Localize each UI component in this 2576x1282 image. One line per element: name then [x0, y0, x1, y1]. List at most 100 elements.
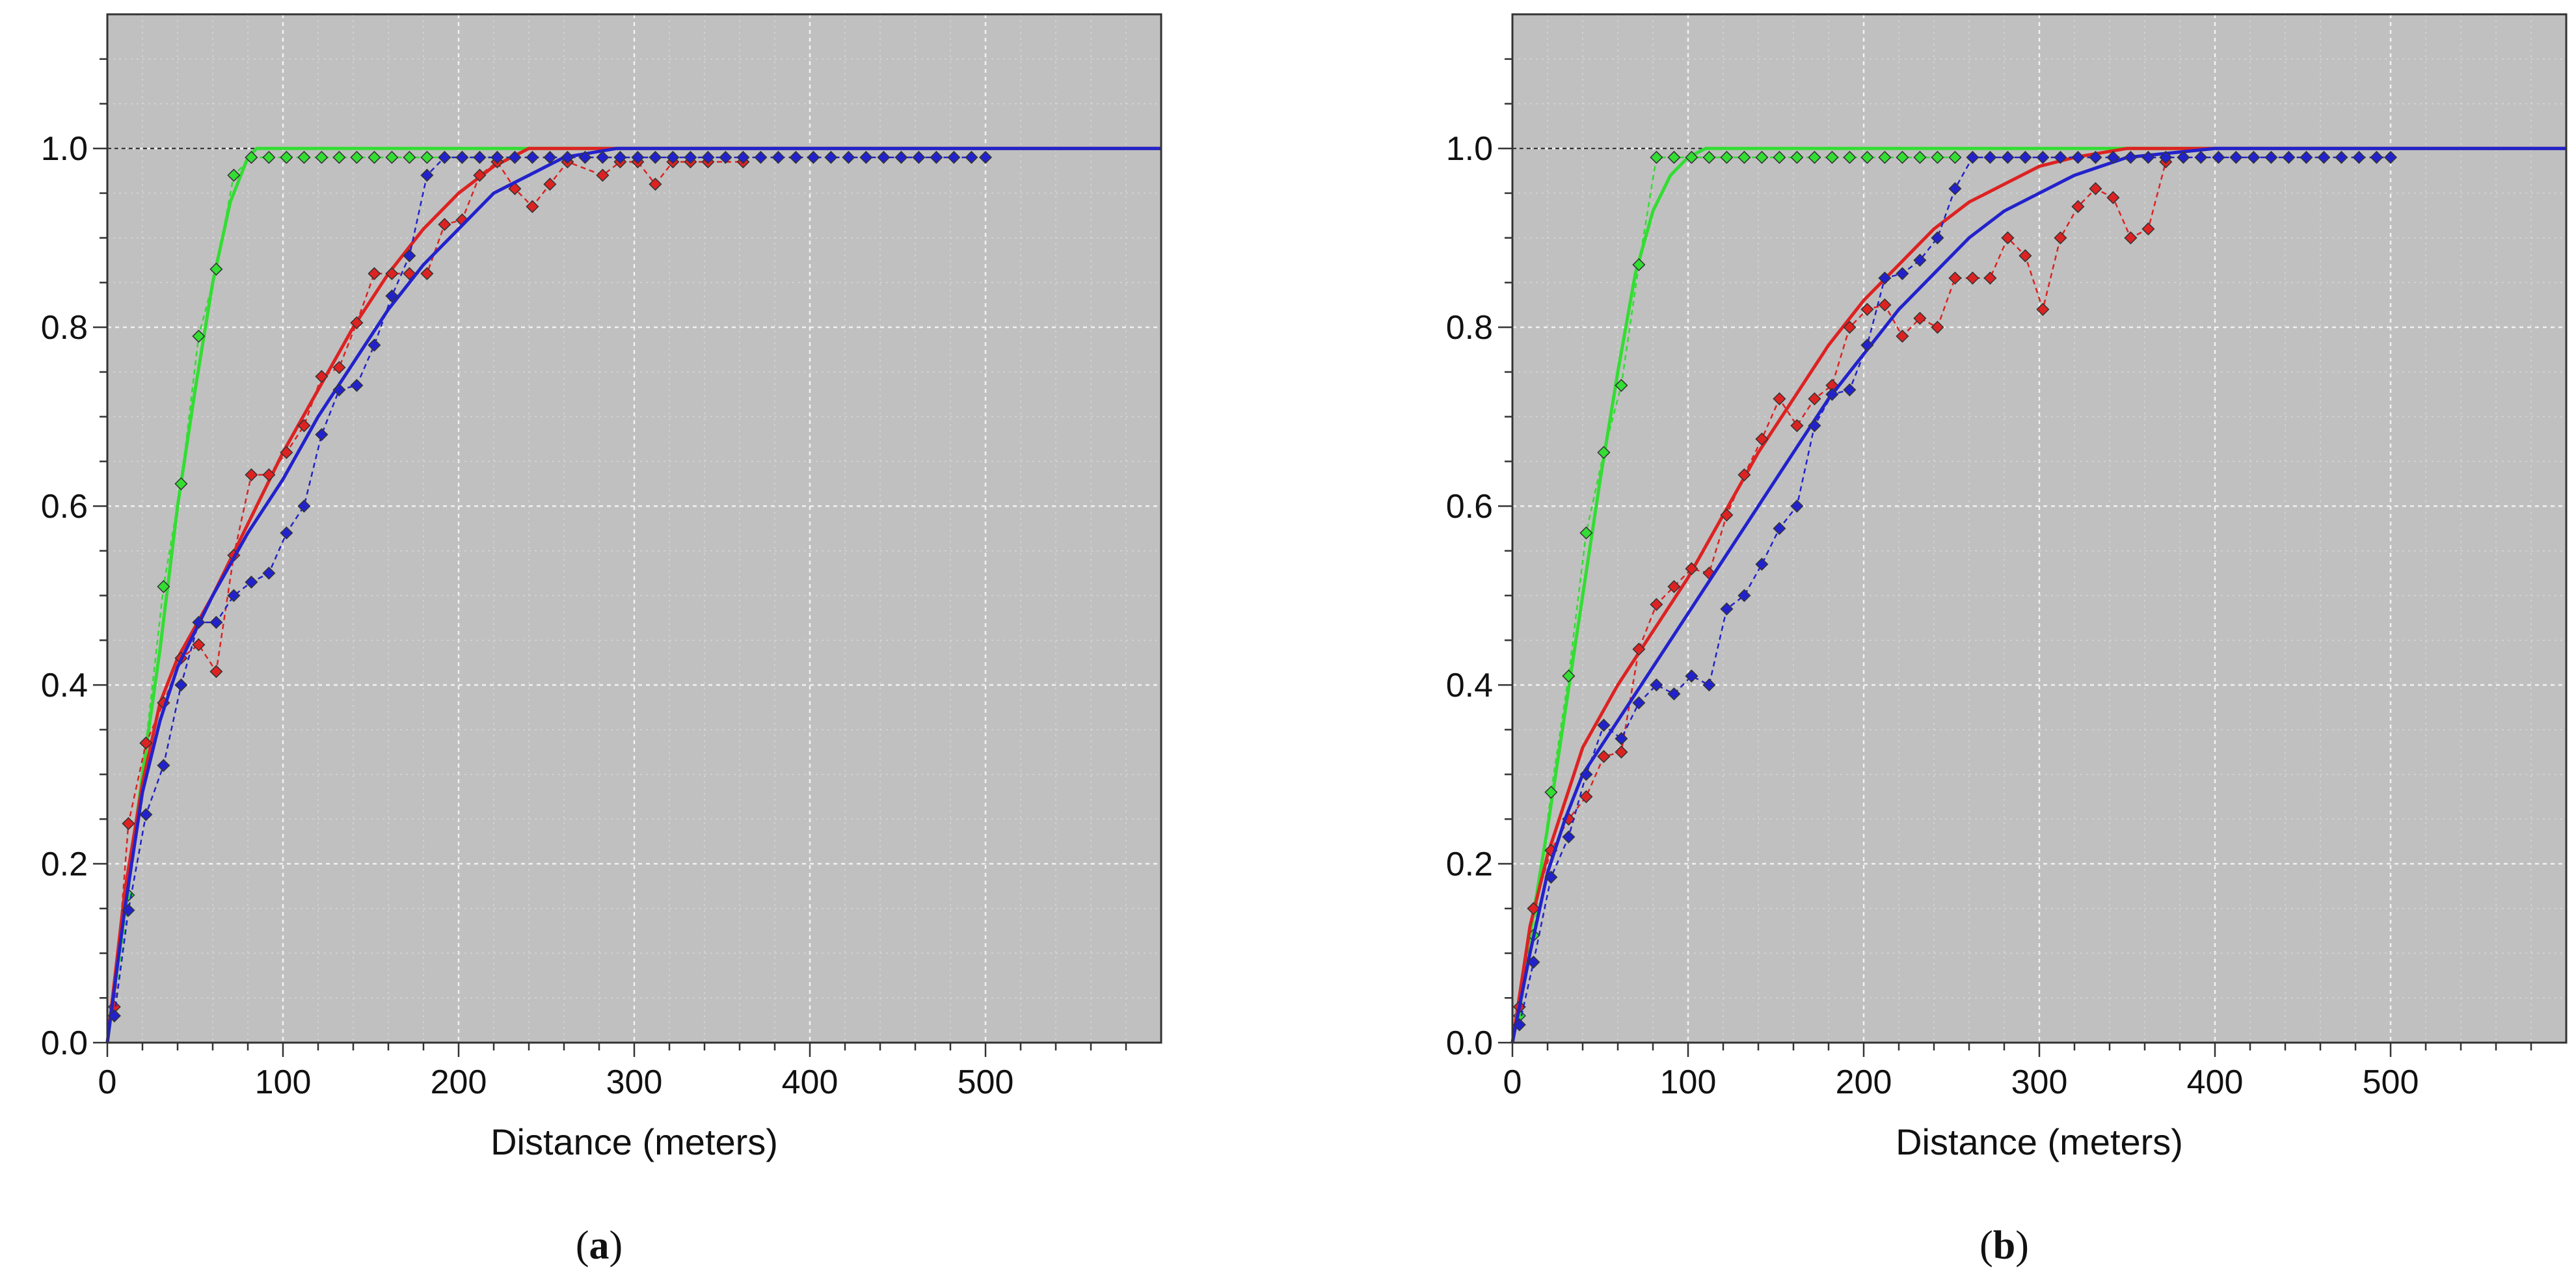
data-point — [2036, 302, 2050, 316]
grid — [107, 14, 1161, 1043]
data-point — [1650, 678, 1663, 692]
data-point — [508, 182, 522, 196]
data-point — [2019, 249, 2032, 263]
data-point — [1650, 150, 1663, 165]
data-point — [842, 150, 855, 165]
data-point — [596, 150, 610, 165]
data-point — [1931, 231, 1944, 245]
data-point — [157, 580, 170, 593]
data-point — [1685, 669, 1698, 683]
data-point — [245, 468, 258, 482]
data-point — [297, 500, 311, 513]
data-point — [420, 267, 434, 280]
data-point — [1632, 643, 1646, 656]
grid — [1512, 14, 2566, 1043]
y-tick-label: 1.0 — [1446, 130, 1493, 168]
data-point — [526, 200, 539, 213]
y-tick-label: 0.8 — [1446, 309, 1493, 347]
data-point — [1702, 150, 1716, 165]
data-point — [2124, 231, 2138, 245]
data-point — [807, 150, 820, 165]
data-point — [2177, 150, 2190, 165]
y-tick-label: 0.8 — [41, 309, 88, 347]
data-point — [824, 150, 838, 165]
data-point — [1597, 718, 1611, 732]
data-point — [1737, 150, 1751, 165]
data-point — [1720, 150, 1734, 165]
data-point — [332, 360, 346, 375]
data-point — [2370, 150, 2383, 165]
data-point — [1808, 392, 1821, 406]
x-tick-label: 100 — [255, 1063, 312, 1101]
data-point — [245, 150, 258, 165]
data-point — [1790, 500, 1804, 513]
data-point — [543, 150, 557, 165]
x-tick-label: 0 — [1503, 1063, 1522, 1101]
series-2 — [105, 146, 1161, 1043]
data-point — [877, 150, 891, 165]
data-point — [1913, 254, 1927, 267]
series-2 — [1510, 146, 2566, 1043]
data-point — [280, 526, 293, 540]
data-point — [1755, 557, 1769, 571]
data-point — [192, 329, 206, 343]
y-tick-label: 0.6 — [41, 488, 88, 526]
plot-area — [1512, 14, 2566, 1043]
data-point — [332, 150, 346, 165]
data-point — [280, 446, 293, 459]
y-tick-label: 0.0 — [1446, 1024, 1493, 1062]
data-point — [2106, 191, 2120, 204]
y-tick-label: 0.2 — [41, 846, 88, 883]
panel-label-letter: a — [589, 1223, 610, 1268]
data-point — [385, 267, 399, 280]
data-point — [2054, 231, 2067, 245]
data-point — [2335, 150, 2348, 165]
x-tick-label: 300 — [606, 1063, 663, 1101]
data-point — [157, 758, 170, 772]
y-axis: 0.0 0.2 0.4 0.6 0.8 1.0 — [41, 58, 107, 1062]
data-point — [894, 150, 908, 165]
data-point — [1737, 468, 1751, 482]
data-point — [754, 150, 768, 165]
data-point — [1527, 901, 1540, 915]
data-point — [315, 150, 329, 165]
data-point — [649, 178, 662, 191]
data-point — [2124, 150, 2138, 165]
data-point — [139, 736, 153, 750]
series-1 — [1510, 146, 2566, 1043]
data-point — [1790, 419, 1804, 433]
y-tick-label: 0.2 — [1446, 846, 1493, 883]
data-point — [1931, 321, 1944, 334]
data-point — [771, 150, 785, 165]
data-point — [350, 150, 364, 165]
data-point — [438, 218, 451, 232]
data-point — [1773, 150, 1786, 165]
data-point — [543, 178, 557, 191]
data-point — [1527, 955, 1540, 969]
data-point — [1685, 150, 1698, 165]
data-point — [2317, 150, 2331, 165]
data-point — [1896, 267, 1909, 280]
y-tick-label: 1.0 — [41, 130, 88, 168]
data-point — [1512, 1018, 1526, 1032]
data-point — [1650, 598, 1663, 611]
data-point — [912, 150, 926, 165]
data-point — [2300, 150, 2313, 165]
data-point — [2194, 150, 2208, 165]
data-point — [1667, 580, 1681, 593]
data-point — [1562, 669, 1576, 683]
data-line-1 — [113, 161, 744, 1008]
panel-label: (a) — [576, 1223, 623, 1268]
panel-label-close: ) — [610, 1223, 623, 1268]
data-point — [1825, 388, 1839, 401]
data-point — [385, 150, 399, 165]
data-point — [2247, 150, 2261, 165]
series-0 — [1510, 146, 2566, 1043]
data-point — [719, 150, 732, 165]
data-point — [332, 383, 346, 397]
data-point — [508, 150, 522, 165]
data-point — [368, 267, 381, 280]
data-point — [262, 150, 276, 165]
data-point — [596, 168, 610, 182]
